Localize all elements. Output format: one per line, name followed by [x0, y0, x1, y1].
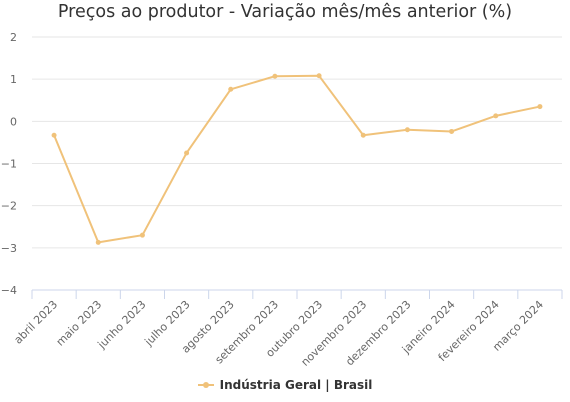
y-axis-labels: 2 1 0 −1 −2 −3 −4: [1, 31, 17, 297]
data-point[interactable]: [184, 150, 190, 156]
data-point[interactable]: [139, 232, 145, 238]
data-point[interactable]: [95, 239, 101, 245]
y-tick-label: 1: [10, 73, 17, 86]
chart-title: Preços ao produtor - Variação mês/mês an…: [57, 2, 513, 22]
y-tick-label: −3: [1, 242, 17, 255]
data-point[interactable]: [493, 113, 499, 119]
series-line: [53, 74, 541, 244]
x-axis: [31, 289, 563, 299]
legend[interactable]: Indústria Geral | Brasil: [0, 378, 570, 392]
data-point[interactable]: [404, 127, 410, 133]
data-point[interactable]: [537, 104, 543, 110]
y-tick-label: −1: [1, 158, 17, 171]
data-point[interactable]: [51, 132, 57, 138]
data-point[interactable]: [272, 73, 278, 79]
grid-lines: [32, 36, 562, 249]
y-tick-label: 2: [10, 31, 17, 44]
y-tick-label: 0: [10, 115, 17, 128]
data-point[interactable]: [228, 86, 234, 92]
data-point[interactable]: [316, 73, 322, 79]
y-tick-label: −2: [1, 200, 17, 213]
legend-marker-icon: [197, 380, 214, 390]
series-layer: [51, 73, 543, 245]
y-tick-label: −4: [1, 284, 17, 297]
data-point[interactable]: [449, 128, 455, 134]
data-point[interactable]: [360, 132, 366, 138]
legend-label: Indústria Geral | Brasil: [219, 378, 373, 392]
